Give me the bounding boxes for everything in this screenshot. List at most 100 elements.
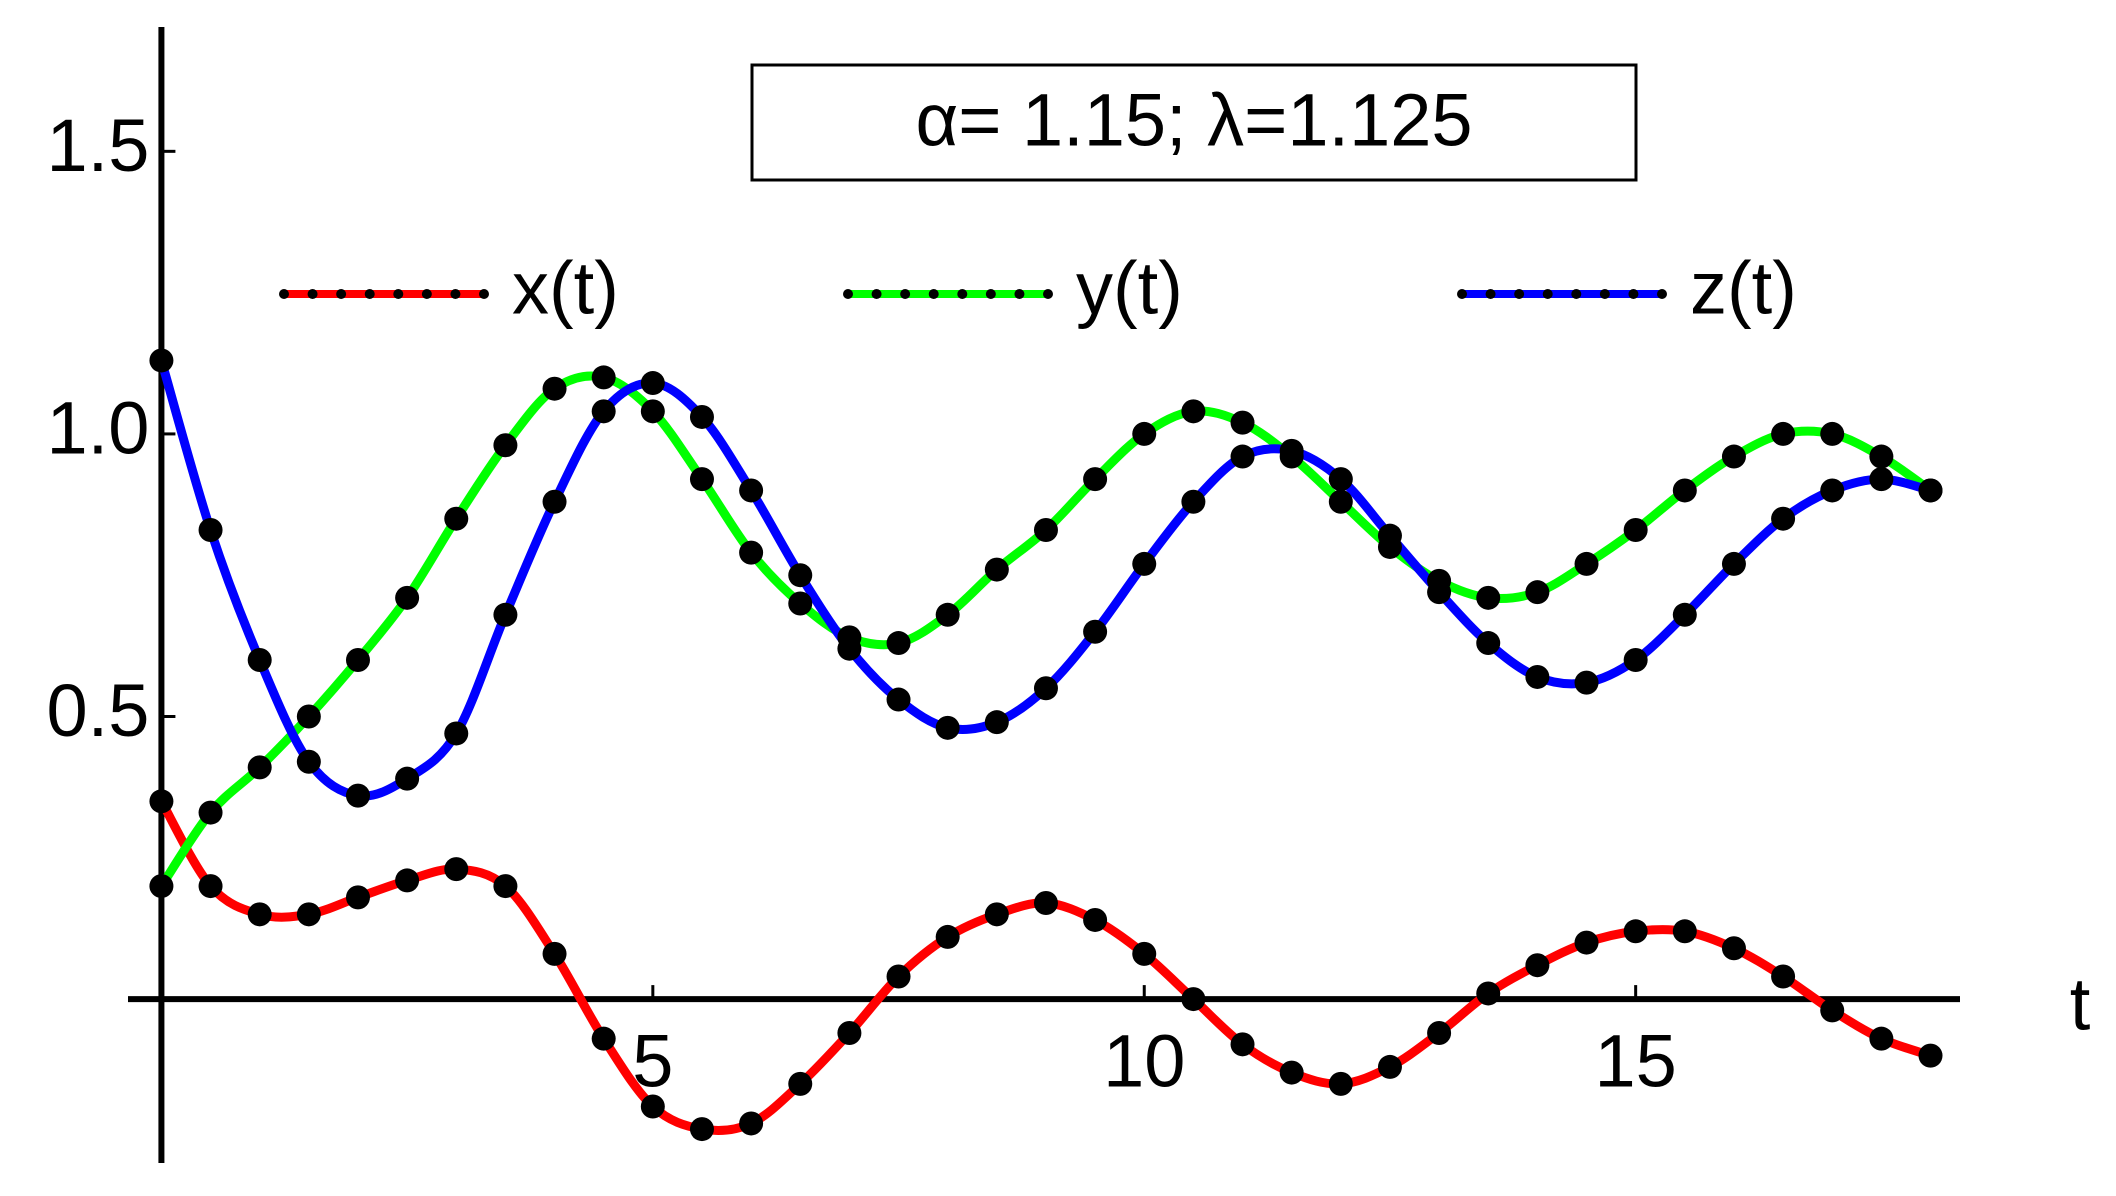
legend-dot (1014, 289, 1025, 299)
x-tick-label: 10 (1103, 1020, 1185, 1103)
data-point (493, 602, 518, 627)
data-point (149, 874, 174, 899)
data-point (542, 376, 567, 401)
data-point (640, 399, 665, 424)
data-point (1033, 891, 1058, 916)
data-point (247, 755, 272, 780)
data-point (1476, 585, 1501, 610)
data-point (1672, 478, 1697, 503)
data-point (1427, 580, 1452, 605)
data-point (542, 941, 567, 966)
data-point (1427, 1021, 1452, 1046)
data-point (1083, 619, 1108, 644)
legend-label: y(t) (1076, 247, 1183, 330)
legend-dot (1457, 289, 1467, 299)
data-point (1771, 964, 1796, 989)
legend-label: x(t) (512, 247, 619, 330)
data-point (1721, 551, 1746, 576)
data-point (1525, 664, 1550, 689)
data-point (935, 602, 960, 627)
data-point (788, 563, 813, 588)
data-point (1132, 941, 1157, 966)
data-point (395, 868, 420, 893)
legend-dot (1043, 289, 1053, 299)
data-point (444, 857, 469, 882)
legend-dot (1514, 289, 1525, 299)
data-point (984, 902, 1009, 927)
data-point (1918, 1043, 1943, 1068)
data-point (1377, 523, 1402, 548)
data-point (689, 404, 714, 429)
data-point (149, 348, 174, 373)
data-point (591, 399, 616, 424)
data-point (1525, 580, 1550, 605)
legend-dot (364, 289, 375, 299)
data-point (886, 631, 911, 656)
x-tick-label: 15 (1595, 1020, 1677, 1103)
legend-dot (479, 289, 489, 299)
legend-label: z(t) (1690, 247, 1797, 330)
data-point (837, 636, 862, 661)
legend-dot (421, 289, 432, 299)
data-point (689, 467, 714, 492)
data-point (1181, 489, 1206, 514)
data-point (1083, 907, 1108, 932)
annotation: α= 1.15; λ=1.125 (915, 79, 1472, 162)
data-point (984, 557, 1009, 582)
legend-entry: z(t) (1457, 247, 1797, 330)
data-point (1230, 444, 1255, 469)
legend-dot (1542, 289, 1553, 299)
data-point (640, 371, 665, 396)
data-point (493, 433, 518, 458)
data-point (1230, 1032, 1255, 1057)
data-point (1132, 421, 1157, 446)
data-point (935, 924, 960, 949)
series-line (157, 371, 1934, 889)
data-point (1623, 647, 1648, 672)
legend-dot (1657, 289, 1667, 299)
data-point (1132, 551, 1157, 576)
legend-dot (393, 289, 404, 299)
data-point (1476, 981, 1501, 1006)
data-point (1721, 936, 1746, 961)
data-point (591, 365, 616, 390)
data-point (1869, 1026, 1894, 1051)
data-point (1033, 518, 1058, 543)
data-point (935, 715, 960, 740)
legend-dot (843, 289, 853, 299)
data-point (444, 506, 469, 531)
data-point (1574, 930, 1599, 955)
data-point (1181, 399, 1206, 424)
data-point (1574, 670, 1599, 695)
data-point (739, 478, 764, 503)
legend-dot (279, 289, 289, 299)
data-point (1083, 467, 1108, 492)
data-point (1033, 676, 1058, 701)
data-point (1279, 1060, 1304, 1085)
data-point (542, 489, 567, 514)
data-point (296, 902, 321, 927)
legend-entry: y(t) (843, 247, 1183, 330)
data-point (1918, 478, 1943, 503)
data-point (1574, 551, 1599, 576)
legend-dot (1628, 289, 1639, 299)
data-point (1181, 987, 1206, 1012)
data-point (886, 964, 911, 989)
legend-dot (1599, 289, 1610, 299)
data-point (788, 1071, 813, 1096)
data-point (837, 1021, 862, 1046)
data-point (149, 789, 174, 814)
data-point (1672, 602, 1697, 627)
y-tick-label: 0.5 (47, 669, 150, 752)
data-point (198, 874, 223, 899)
data-point (1377, 1054, 1402, 1079)
legend-dot (957, 289, 968, 299)
data-point (345, 885, 370, 910)
data-point (1279, 438, 1304, 463)
data-point (1869, 444, 1894, 469)
data-point (198, 518, 223, 543)
data-point (296, 749, 321, 774)
series-line (157, 359, 1932, 801)
data-point (1820, 421, 1845, 446)
data-point (1328, 1071, 1353, 1096)
